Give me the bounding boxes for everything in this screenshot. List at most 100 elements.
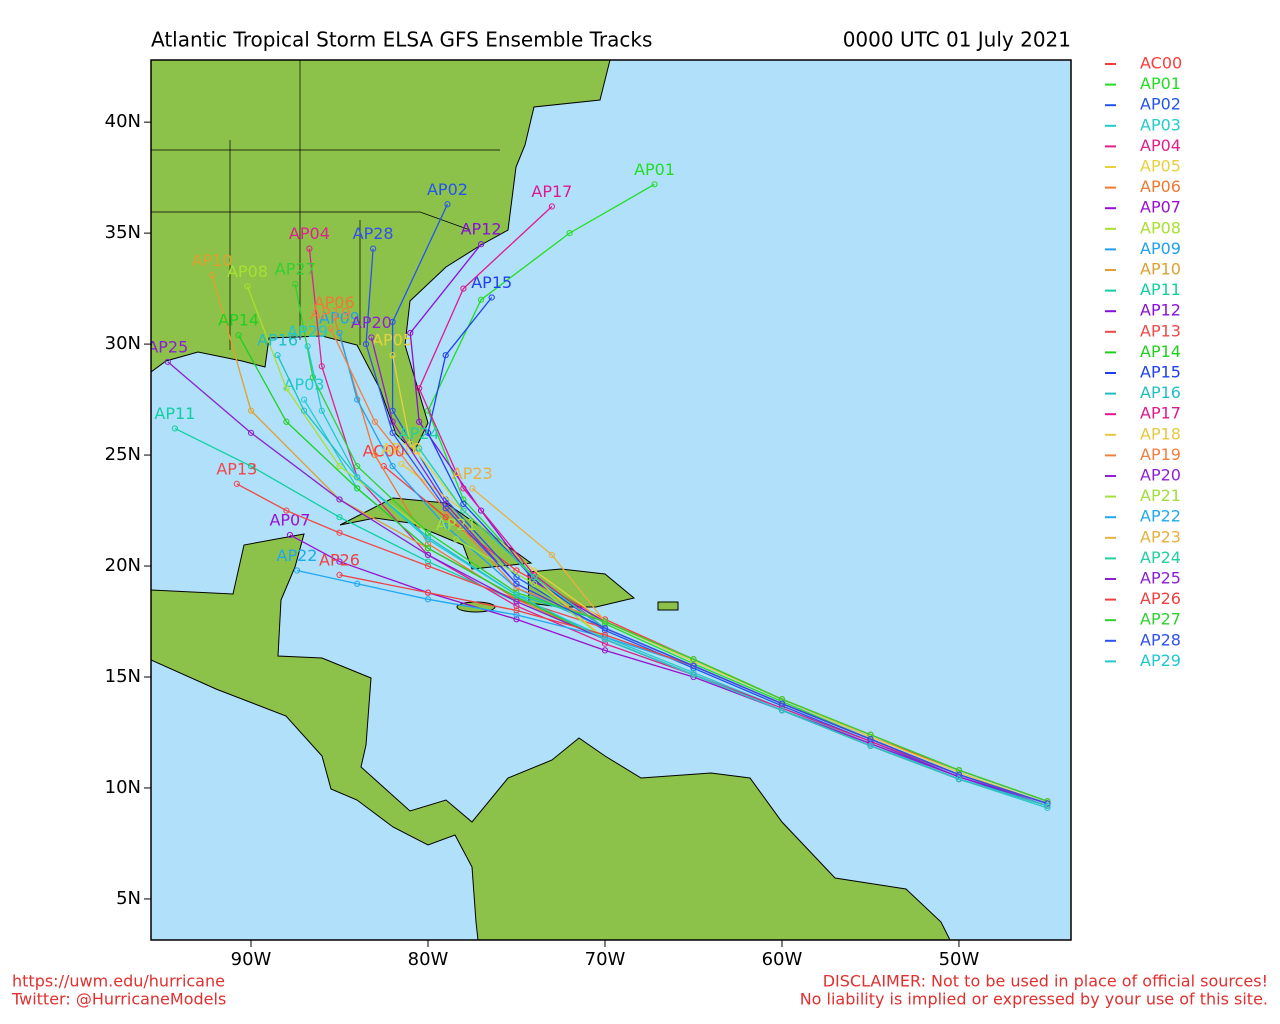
track-point bbox=[304, 343, 311, 350]
track-point bbox=[370, 245, 377, 252]
legend-label: AP01 bbox=[1140, 74, 1181, 93]
track bbox=[307, 346, 1048, 807]
track-point bbox=[460, 485, 467, 492]
legend-label: AP05 bbox=[1140, 157, 1181, 176]
track-label: AP13 bbox=[216, 459, 257, 478]
track-point bbox=[318, 363, 325, 370]
track bbox=[308, 248, 1048, 805]
legend-label: AP07 bbox=[1140, 198, 1181, 217]
legend-label: AC00 bbox=[1140, 54, 1182, 73]
legend-label: AP02 bbox=[1140, 95, 1181, 114]
track-point bbox=[283, 385, 290, 392]
disclaimer: DISCLAIMER: Not to be used in place of o… bbox=[823, 972, 1268, 991]
track-point bbox=[531, 580, 538, 587]
legend-label: AP22 bbox=[1140, 507, 1181, 526]
legend-label: AP21 bbox=[1140, 486, 1181, 505]
track-point bbox=[513, 580, 520, 587]
track-point bbox=[416, 385, 423, 392]
track-point bbox=[424, 540, 432, 547]
legend-label: AP25 bbox=[1140, 569, 1181, 588]
track-point bbox=[331, 314, 338, 321]
track-point bbox=[389, 429, 396, 436]
track-point bbox=[477, 241, 485, 248]
track-label: AP29 bbox=[287, 322, 328, 341]
track-point bbox=[247, 407, 255, 414]
y-tick-label: 20N bbox=[105, 555, 141, 576]
track-point bbox=[469, 485, 476, 492]
track-label: AP19 bbox=[310, 304, 351, 323]
track-point bbox=[371, 418, 378, 425]
y-tick-label: 5N bbox=[116, 888, 141, 909]
track-point bbox=[1044, 802, 1051, 809]
x-tick-label: 90W bbox=[231, 949, 272, 970]
track-point bbox=[300, 396, 308, 403]
track-label: AP27 bbox=[275, 260, 316, 279]
track-point bbox=[362, 340, 370, 348]
track-point bbox=[651, 181, 658, 188]
track-point bbox=[424, 558, 432, 565]
y-tick-label: 30N bbox=[105, 333, 141, 354]
legend-label: AP12 bbox=[1140, 301, 1181, 320]
track-label: AP09 bbox=[319, 308, 360, 327]
footer-twitter: Twitter: @HurricaneModels bbox=[11, 990, 226, 1009]
track-point bbox=[424, 596, 432, 603]
legend-label: AP08 bbox=[1140, 218, 1181, 237]
track-point bbox=[442, 514, 449, 521]
track bbox=[391, 355, 1048, 805]
legend-label: AP17 bbox=[1140, 404, 1181, 423]
track-label: AP04 bbox=[289, 224, 330, 243]
track-point bbox=[336, 558, 343, 565]
track-point bbox=[460, 500, 467, 507]
track-point bbox=[513, 602, 520, 610]
track-label: AP18 bbox=[381, 439, 422, 458]
track-point bbox=[531, 574, 538, 581]
legend-label: AP11 bbox=[1140, 280, 1181, 299]
track-point bbox=[389, 318, 396, 325]
legend-label: AP16 bbox=[1140, 383, 1181, 402]
legend-label: AP04 bbox=[1140, 136, 1181, 155]
track-label: AP23 bbox=[452, 464, 493, 483]
track-point bbox=[283, 418, 290, 425]
y-tick-label: 15N bbox=[105, 666, 141, 687]
y-tick-label: 25N bbox=[105, 444, 141, 465]
track-point bbox=[460, 285, 467, 292]
track-point bbox=[336, 463, 343, 470]
track-point bbox=[601, 636, 609, 643]
tracks: AC00AP01AP02AP03AP04AP05AP06AP07AP08AP09… bbox=[147, 160, 1051, 812]
track bbox=[365, 248, 1048, 805]
track-label: AP24 bbox=[399, 424, 440, 443]
x-tick-label: 70W bbox=[585, 949, 626, 970]
track-point bbox=[867, 731, 874, 738]
track-point bbox=[398, 460, 405, 468]
track-point bbox=[566, 230, 573, 237]
legend-label: AP23 bbox=[1140, 527, 1181, 546]
track-point bbox=[292, 281, 299, 288]
track-point bbox=[247, 429, 255, 436]
track-point bbox=[955, 767, 963, 774]
track-point bbox=[442, 505, 449, 512]
footer-url: https://uwm.edu/hurricane bbox=[12, 972, 225, 991]
track-label: AP01 bbox=[634, 160, 675, 179]
x-tick-label: 80W bbox=[408, 949, 449, 970]
track-point bbox=[354, 474, 361, 481]
track-point bbox=[336, 514, 343, 521]
track-point bbox=[513, 591, 520, 598]
date: 0000 UTC 01 July 2021 bbox=[843, 28, 1071, 52]
track-label: AP12 bbox=[461, 220, 502, 239]
track-point bbox=[293, 567, 301, 574]
track-label: AP02 bbox=[427, 180, 468, 199]
legend-label: AP14 bbox=[1140, 342, 1181, 361]
track-point bbox=[244, 283, 251, 290]
track-point bbox=[778, 696, 786, 703]
track-point bbox=[424, 545, 432, 552]
liability: No liability is implied or expressed by … bbox=[800, 990, 1268, 1009]
track-point bbox=[513, 574, 520, 581]
track-point bbox=[309, 374, 317, 381]
track-point bbox=[513, 616, 520, 623]
track-point bbox=[690, 662, 697, 670]
track-point bbox=[867, 736, 874, 743]
track-label: AP15 bbox=[471, 273, 512, 292]
track-label: AP25 bbox=[147, 337, 188, 356]
track-point bbox=[164, 358, 171, 365]
